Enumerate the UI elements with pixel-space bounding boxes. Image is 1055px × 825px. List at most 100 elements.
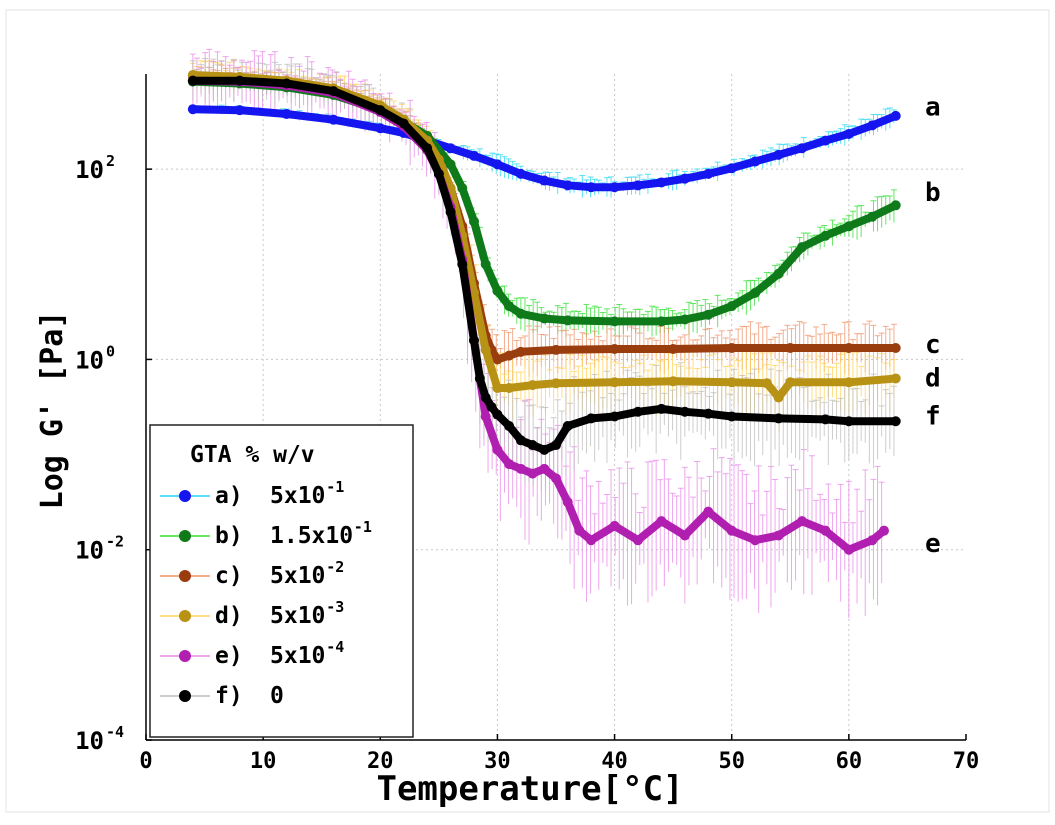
data-point-b	[890, 200, 901, 211]
data-point-b	[750, 287, 761, 298]
data-point-f	[375, 105, 386, 116]
legend-entry-value: 1.5x10	[270, 523, 353, 549]
data-point-b	[867, 211, 878, 222]
x-tick-label: 60	[836, 749, 863, 774]
x-tick-label: 0	[139, 749, 152, 774]
data-point-a	[562, 180, 573, 191]
x-tick-label: 40	[601, 749, 628, 774]
data-point-b	[515, 308, 526, 319]
data-point-b	[480, 259, 491, 270]
data-point-f	[633, 406, 643, 417]
data-point-b	[504, 301, 515, 312]
data-point-f	[679, 406, 690, 417]
data-point-a	[843, 128, 854, 139]
legend-entry: c) 5x10 -2	[160, 558, 344, 589]
y-tick-exponent: -2	[106, 533, 124, 551]
data-point-f	[281, 78, 292, 89]
annotation-label: f	[925, 402, 941, 432]
legend-entry: f) 0	[160, 683, 284, 709]
legend-swatch-marker	[179, 530, 191, 542]
data-point-e	[539, 463, 550, 474]
legend-entry-value: 5x10	[270, 643, 325, 669]
data-point-f	[474, 373, 485, 384]
data-point-a	[773, 149, 784, 160]
data-point-a	[750, 156, 761, 167]
x-tick-label: 50	[718, 749, 745, 774]
annotation-label: e	[925, 529, 941, 559]
data-point-d	[492, 382, 503, 393]
data-point-e	[586, 535, 597, 546]
data-point-b	[773, 268, 784, 279]
data-point-c	[504, 350, 515, 361]
y-tick-exponent: -4	[106, 723, 124, 741]
data-point-e	[797, 516, 807, 527]
figure-border	[5, 9, 1050, 813]
data-point-e	[527, 468, 538, 479]
data-point-f	[726, 411, 737, 422]
data-point-a	[187, 104, 198, 115]
data-point-c	[726, 343, 737, 354]
data-point-a	[586, 182, 597, 193]
data-point-f	[187, 75, 198, 86]
data-point-b	[703, 309, 714, 320]
legend-entry: e) 5x10 -4	[160, 638, 344, 669]
data-point-f	[843, 416, 854, 427]
data-point-f	[492, 409, 503, 420]
data-point-a	[820, 135, 831, 146]
data-point-e	[574, 525, 585, 536]
legend-swatch-marker	[179, 490, 191, 502]
legend-entry-value: 5x10	[270, 483, 325, 509]
data-point-e	[879, 525, 889, 536]
legend-entry-value: 5x10	[270, 563, 325, 589]
data-point-a	[633, 180, 643, 191]
data-point-b	[562, 315, 573, 326]
series-annotations: a b cdf e	[925, 92, 941, 559]
data-point-b	[797, 242, 807, 253]
data-point-b	[609, 316, 620, 327]
data-point-e	[551, 473, 561, 484]
data-point-e	[726, 525, 737, 536]
y-tick-exponent: 0	[106, 342, 115, 360]
legend-entry-prefix: c)	[215, 563, 243, 589]
y-axis-label: Log G' [Pa]	[35, 311, 70, 510]
data-point-f	[486, 402, 497, 412]
data-point-a	[469, 150, 479, 161]
legend-entry-exponent: -3	[326, 598, 344, 616]
data-point-c	[785, 343, 796, 354]
data-point-f	[422, 143, 433, 154]
legend-entry: d) 5x10 -3	[160, 598, 344, 629]
data-point-b	[457, 183, 468, 194]
legend-box	[149, 424, 414, 738]
data-point-e	[703, 506, 714, 517]
data-point-a	[867, 120, 878, 131]
data-point-d	[668, 376, 679, 387]
data-point-a	[609, 182, 620, 193]
data-point-d	[551, 378, 561, 389]
data-point-e	[562, 497, 573, 508]
data-point-f	[703, 408, 714, 419]
data-point-f	[656, 403, 667, 414]
data-point-f	[398, 118, 409, 129]
data-point-d	[504, 382, 515, 393]
data-point-d	[843, 377, 854, 388]
data-point-f	[562, 421, 573, 432]
legend-swatch-marker	[179, 690, 191, 702]
data-point-f	[433, 168, 444, 179]
data-point-d	[609, 377, 620, 388]
data-point-a	[328, 114, 339, 125]
data-point-a	[726, 163, 737, 174]
data-point-f	[515, 435, 526, 446]
series-line-a	[188, 105, 900, 192]
legend-entry-prefix: a)	[215, 483, 243, 509]
data-point-b	[469, 216, 479, 227]
data-point-c	[515, 346, 526, 357]
annotation-label: c	[925, 330, 941, 360]
data-point-a	[797, 143, 807, 154]
legend-entry-prefix: e)	[215, 643, 243, 669]
data-point-f	[586, 413, 597, 424]
legend-entry-value: 5x10	[270, 603, 325, 629]
y-tick-label: 10	[75, 346, 104, 374]
annotation-label: b	[925, 178, 941, 208]
